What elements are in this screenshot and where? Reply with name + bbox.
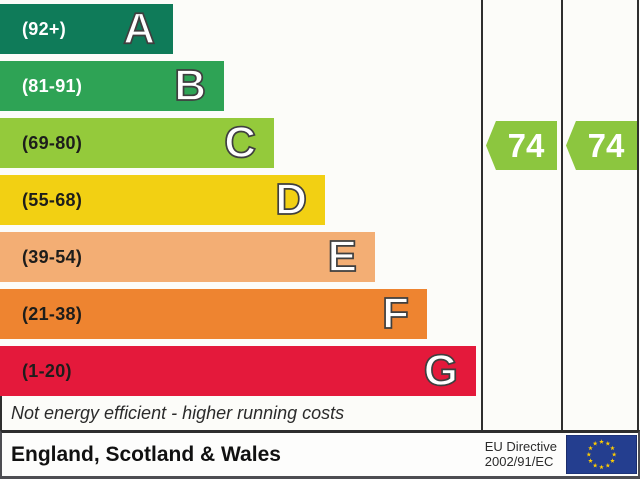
band-row-G: (1-20) G (0, 346, 483, 396)
band-range-label-B: (81-91) (22, 75, 83, 96)
eu-directive-block: EU Directive 2002/91/EC (485, 435, 638, 474)
region-label: England, Scotland & Wales (11, 442, 281, 466)
band-letter-D: D (274, 175, 307, 224)
band-row-C: (69-80) C (0, 118, 483, 168)
band-range-label-C: (69-80) (22, 132, 83, 153)
band-range-label-E: (39-54) (22, 246, 83, 267)
current-column-divider (481, 0, 483, 430)
eu-directive-line2: 2002/91/EC (484, 453, 554, 469)
potential-rating-value: 74 (587, 126, 625, 164)
potential-rating-indicator: 74 (566, 121, 637, 170)
band-bar-D: (55-68) D (0, 175, 325, 225)
current-rating-value: 74 (507, 126, 545, 164)
band-bar-G: (1-20) G (0, 346, 476, 396)
rating-bands: (92+) A (81-91) B (69-80) C (55-68) D (39-54) E (2… (0, 4, 483, 403)
band-bar-C: (69-80) C (0, 118, 274, 168)
band-range-label-D: (55-68) (22, 189, 83, 210)
band-bar-E: (39-54) E (0, 232, 375, 282)
band-bar-B: (81-91) B (0, 61, 224, 111)
band-letter-C: C (223, 118, 256, 167)
band-range-label-G: (1-20) (22, 360, 72, 381)
eu-flag-icon (566, 435, 637, 474)
band-row-D: (55-68) D (0, 175, 483, 225)
eu-directive-line1: EU Directive (484, 439, 557, 454)
bottom-caption: Not energy efficient - higher running co… (0, 396, 481, 430)
right-border-line (637, 0, 639, 430)
eu-directive-text: EU Directive 2002/91/EC (484, 439, 557, 469)
band-letter-G: G (423, 346, 459, 395)
band-letter-F: F (381, 289, 410, 338)
potential-column-divider (561, 0, 563, 430)
rating-chart-area: (92+) A (81-91) B (69-80) C (55-68) D (39-54) E (2… (0, 0, 639, 430)
band-row-F: (21-38) F (0, 289, 483, 339)
band-letter-B: B (173, 61, 206, 110)
band-bar-F: (21-38) F (0, 289, 427, 339)
band-bar-A: (92+) A (0, 4, 173, 54)
band-range-label-A: (92+) (22, 18, 67, 39)
band-range-label-F: (21-38) (22, 303, 83, 324)
band-row-E: (39-54) E (0, 232, 483, 282)
band-row-B: (81-91) B (0, 61, 483, 111)
band-row-A: (92+) A (0, 4, 483, 54)
current-rating-indicator: 74 (486, 121, 557, 170)
band-letter-E: E (327, 232, 358, 281)
band-letter-A: A (122, 4, 155, 53)
footer-bar: England, Scotland & Wales EU Directive 2… (0, 430, 640, 479)
